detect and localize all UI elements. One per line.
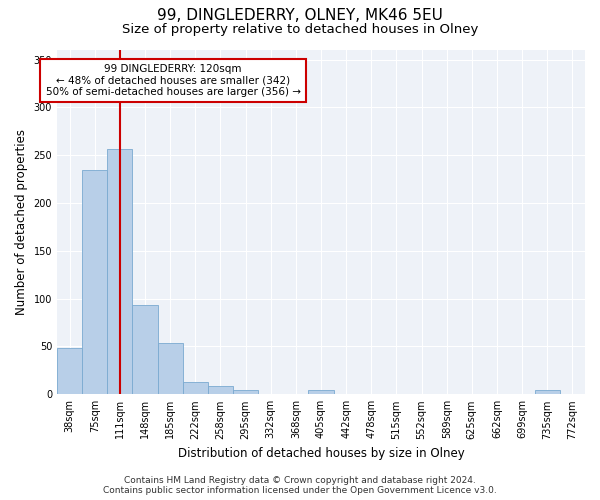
Bar [183, 382, 208, 394]
Bar [133, 306, 158, 394]
Y-axis label: Number of detached properties: Number of detached properties [15, 129, 28, 315]
Bar [82, 170, 107, 394]
Bar [308, 390, 334, 394]
Text: Contains HM Land Registry data © Crown copyright and database right 2024.
Contai: Contains HM Land Registry data © Crown c… [103, 476, 497, 495]
Text: 99, DINGLEDERRY, OLNEY, MK46 5EU: 99, DINGLEDERRY, OLNEY, MK46 5EU [157, 8, 443, 22]
Bar [208, 386, 233, 394]
Bar [233, 390, 258, 394]
Bar [107, 148, 133, 394]
X-axis label: Distribution of detached houses by size in Olney: Distribution of detached houses by size … [178, 447, 464, 460]
Bar [57, 348, 82, 395]
Bar [535, 390, 560, 394]
Bar [158, 342, 183, 394]
Text: Size of property relative to detached houses in Olney: Size of property relative to detached ho… [122, 22, 478, 36]
Text: 99 DINGLEDERRY: 120sqm
← 48% of detached houses are smaller (342)
50% of semi-de: 99 DINGLEDERRY: 120sqm ← 48% of detached… [46, 64, 301, 97]
